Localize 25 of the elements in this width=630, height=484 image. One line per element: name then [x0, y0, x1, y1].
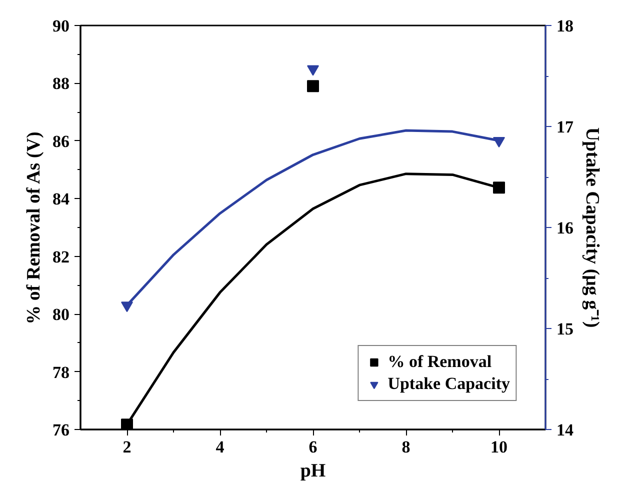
legend-label: % of Removal: [388, 352, 492, 372]
point: [307, 65, 319, 76]
y-tick-label: 82: [52, 247, 70, 266]
y2-tick-label: 18: [556, 16, 574, 36]
y-tick-label: 86: [52, 132, 70, 151]
y-tick-label: 76: [52, 420, 70, 440]
y2-tick-label: 17: [556, 118, 574, 136]
legend-label: Uptake Capacity: [388, 374, 510, 394]
y2-tick-label: 15: [556, 320, 574, 338]
x-tick-label: 4: [216, 438, 225, 456]
y-tick-label: 90: [52, 16, 70, 36]
x-tick-label: 8: [402, 438, 410, 456]
y-tick-label: 78: [52, 362, 70, 382]
y2-tick-label: 16: [556, 218, 574, 238]
x-tick-label: 2: [122, 438, 132, 456]
y-tick-label: 84: [52, 190, 70, 209]
y2-axis-title: Uptake Capacity (μg g⁻¹): [582, 127, 602, 328]
y-axis-title: % of Removal of As (V): [24, 132, 44, 324]
y-tick-label: 88: [52, 74, 70, 94]
x-tick-label: 6: [308, 438, 318, 456]
x-tick-label: 10: [490, 438, 508, 456]
y-tick-label: 80: [52, 305, 70, 324]
x-axis-title: pH: [300, 460, 326, 482]
point: [307, 80, 319, 92]
y2-tick-label: 14: [556, 420, 574, 440]
